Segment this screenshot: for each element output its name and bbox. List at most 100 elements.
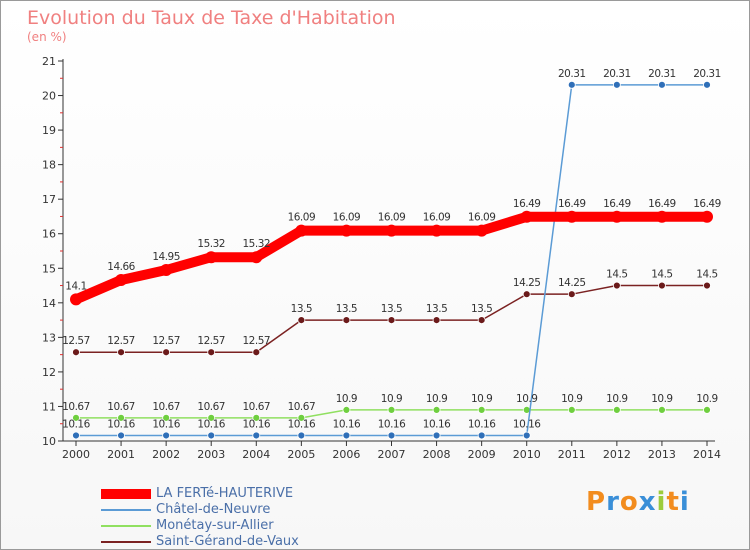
legend-label: Châtel-de-Neuvre	[156, 502, 271, 517]
data-point	[250, 251, 263, 264]
data-point	[70, 293, 82, 306]
data-point	[385, 224, 398, 237]
data-point	[297, 316, 306, 324]
data-label: 16.09	[378, 212, 406, 224]
data-label: 16.49	[603, 198, 631, 210]
y-tick-label: 10	[42, 435, 56, 448]
data-point	[477, 316, 486, 324]
logo-letter: r	[606, 487, 620, 517]
data-point	[162, 348, 171, 357]
data-label: 15.32	[197, 238, 225, 250]
data-label: 16.49	[558, 198, 586, 210]
x-tick-label: 2013	[648, 448, 676, 461]
data-label: 16.49	[648, 198, 676, 210]
data-label: 10.9	[381, 393, 402, 405]
data-point	[342, 406, 351, 414]
data-label: 10.16	[378, 418, 406, 430]
data-point	[658, 80, 666, 89]
data-point	[117, 431, 125, 440]
data-label: 15.32	[243, 238, 271, 250]
logo-letter: i	[679, 487, 690, 517]
data-label: 10.67	[243, 401, 271, 413]
data-label: 13.5	[471, 303, 492, 315]
data-point	[297, 431, 306, 440]
data-label: 10.16	[513, 418, 541, 430]
data-label: 16.09	[423, 212, 451, 224]
data-point	[207, 348, 216, 357]
data-label: 13.5	[291, 303, 312, 315]
x-tick-label: 2003	[197, 448, 225, 461]
data-point	[703, 406, 711, 414]
data-point	[522, 290, 531, 299]
y-tick-label: 21	[42, 55, 56, 68]
data-point	[520, 210, 533, 223]
legend-swatch	[101, 541, 151, 543]
x-tick-label: 2002	[152, 448, 180, 461]
y-tick-label: 14	[42, 297, 56, 310]
data-label: 20.31	[603, 68, 631, 80]
logo-letter: x	[638, 487, 657, 517]
data-point	[432, 316, 441, 324]
data-label: 12.57	[243, 335, 271, 347]
data-label: 13.5	[336, 303, 357, 315]
data-label: 10.16	[288, 418, 316, 430]
data-point	[658, 406, 666, 414]
data-point	[72, 431, 80, 440]
y-tick-label: 13	[42, 331, 56, 344]
data-label: 14.5	[696, 269, 717, 281]
y-tick-label: 20	[42, 90, 56, 103]
data-label: 20.31	[693, 68, 721, 80]
legend-swatch	[101, 509, 151, 511]
data-point	[340, 224, 353, 237]
x-tick-label: 2001	[107, 448, 135, 461]
data-label: 10.16	[243, 418, 271, 430]
data-label: 10.67	[62, 401, 90, 413]
y-tick-label: 16	[42, 228, 56, 241]
data-label: 10.16	[197, 418, 225, 430]
logo-letter: o	[619, 487, 639, 517]
x-tick-label: 2004	[242, 448, 270, 461]
logo-letter: P	[586, 487, 607, 517]
data-point	[477, 431, 486, 440]
data-point	[612, 281, 621, 290]
data-label: 14.66	[107, 261, 135, 273]
data-label: 10.67	[197, 401, 225, 413]
y-tick-label: 18	[42, 159, 56, 172]
legend-label: LA FERTé-HAUTERIVE	[156, 486, 294, 501]
x-tick-label: 2000	[62, 448, 90, 461]
legend-label: Monétay-sur-Allier	[156, 518, 274, 533]
data-point	[160, 264, 173, 276]
data-point	[655, 210, 668, 223]
data-point	[430, 224, 443, 237]
data-point	[387, 431, 396, 440]
data-label: 10.67	[288, 401, 316, 413]
data-point	[565, 210, 578, 223]
data-label: 16.09	[468, 212, 496, 224]
data-point	[162, 413, 171, 422]
data-label: 16.09	[333, 212, 361, 224]
legend-label: Saint-Gérand-de-Vaux	[156, 534, 299, 549]
data-point	[295, 224, 308, 237]
data-point	[703, 281, 711, 290]
data-label: 16.49	[513, 198, 541, 210]
data-point	[477, 406, 486, 414]
data-point	[72, 348, 80, 357]
data-label: 10.9	[651, 393, 672, 405]
data-point	[205, 251, 218, 264]
data-label: 10.9	[516, 393, 537, 405]
data-point	[567, 80, 576, 89]
legend-swatch	[101, 489, 151, 499]
data-point	[115, 274, 128, 287]
data-point	[567, 290, 576, 299]
data-label: 14.5	[606, 269, 627, 281]
data-label: 10.16	[152, 418, 180, 430]
data-point	[612, 406, 621, 414]
data-point	[612, 80, 621, 89]
data-point	[207, 413, 216, 422]
data-label: 10.16	[62, 418, 90, 430]
data-point	[658, 281, 666, 290]
data-point	[252, 413, 261, 422]
data-label: 10.9	[561, 393, 582, 405]
y-tick-label: 11	[42, 400, 56, 413]
